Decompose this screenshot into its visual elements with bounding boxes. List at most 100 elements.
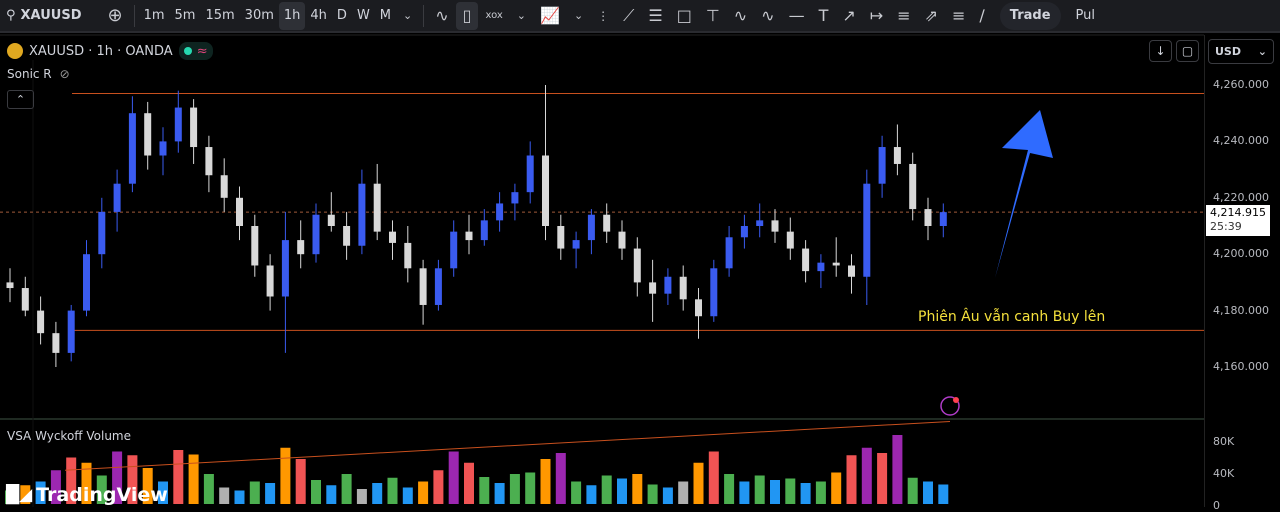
market-status-badge[interactable]: ≈ <box>178 42 213 60</box>
volume-bar <box>448 451 459 504</box>
timeframe-4h[interactable]: 4h <box>310 8 327 23</box>
currency-label: USD <box>1215 45 1241 58</box>
volume-bar <box>861 447 872 504</box>
volume-bar <box>678 481 689 504</box>
volume-bar <box>173 450 184 504</box>
candle-body <box>312 214 320 255</box>
volume-bar <box>418 481 429 504</box>
candle-body <box>740 226 748 238</box>
publish-button[interactable]: Pul <box>1075 8 1095 23</box>
candle-body <box>649 282 657 294</box>
volume-bar <box>632 474 643 504</box>
timeframe-1h[interactable]: 1h <box>278 1 306 30</box>
timeframe-15m[interactable]: 15m <box>205 8 235 23</box>
volume-bar <box>647 484 658 504</box>
symbol-search[interactable]: ⚲ XAUUSD <box>0 2 86 30</box>
volume-bar <box>754 475 765 504</box>
candle-body <box>786 231 794 249</box>
timeframe-dropdown-chevron-icon[interactable]: ⌄ <box>403 9 413 22</box>
price-tick-label: 4,180.000 <box>1213 303 1269 317</box>
eye-hidden-icon[interactable]: ⊘ <box>59 67 70 81</box>
candle-body <box>343 226 351 246</box>
candle-body <box>404 242 412 269</box>
candle-body <box>281 240 289 297</box>
indicator-label: Sonic R <box>7 67 52 81</box>
indicator-sonic-r[interactable]: Sonic R ⊘ <box>7 67 70 81</box>
trade-button[interactable]: Trade <box>999 1 1061 30</box>
price-axis[interactable]: 4,260.000 4,240.000 4,220.000 4,200.000 4,18… <box>1204 35 1280 512</box>
candle-body <box>159 141 167 156</box>
trend-line-tool-icon[interactable]: ⟋ <box>623 5 635 25</box>
point-figure-icon[interactable]: xox <box>485 10 503 21</box>
drag-handle-icon[interactable]: ⋮ <box>597 8 610 23</box>
candle-body <box>710 268 718 317</box>
candle-body <box>128 113 136 184</box>
date-range-tool-icon[interactable]: ↦ <box>869 6 884 25</box>
indicators-chevron-icon[interactable]: ⌄ <box>573 9 584 22</box>
candle-body <box>756 220 764 226</box>
candle-body <box>725 237 733 269</box>
candle-body <box>37 310 45 334</box>
chart-annotation-text[interactable]: Phiên Âu vẫn canh Buy lên <box>918 309 1106 325</box>
candle-body <box>297 240 305 255</box>
text-tool-icon[interactable]: T <box>818 6 829 25</box>
volume-bar <box>158 481 168 504</box>
timeframe-M[interactable]: M <box>379 8 392 23</box>
candlestick-chart-icon[interactable]: ▯ <box>455 1 479 30</box>
price-tick-label: 4,260.000 <box>1213 78 1269 91</box>
timeframe-1m[interactable]: 1m <box>143 8 165 23</box>
volume-bar <box>35 481 46 504</box>
arrow-tool-icon[interactable]: ⇗ <box>924 6 938 25</box>
currency-dropdown[interactable]: USD ⌄ <box>1208 39 1274 64</box>
elliott-wave-tool-icon[interactable]: ∿ <box>761 6 775 25</box>
rectangle-tool-icon[interactable]: □ <box>676 6 692 25</box>
volume-bar <box>907 477 918 504</box>
ray-tool-icon[interactable]: ∕ <box>979 6 985 25</box>
volume-tick-label: 80K <box>1213 435 1235 448</box>
volume-bar <box>20 485 31 504</box>
candle-body <box>526 155 534 193</box>
chart-type-chevron-icon[interactable]: ⌄ <box>516 9 527 22</box>
path-tool-icon[interactable]: ↗ <box>842 6 856 25</box>
add-symbol-button[interactable]: ⊕ <box>107 5 123 26</box>
candle-body <box>496 203 504 221</box>
volume-indicator-label: VSA Wyckoff Volume <box>7 429 132 443</box>
fib-tool-icon[interactable]: ≡ <box>897 6 911 25</box>
volume-tick-label: 0 <box>1213 499 1220 512</box>
timeframe-group: 1m 5m 15m 30m 1h 4h D W M <box>139 1 396 30</box>
price-range-tool-icon[interactable]: ⊤ <box>705 6 720 25</box>
price-tick-label: 4,160.000 <box>1213 360 1269 373</box>
timeframe-30m[interactable]: 30m <box>244 8 274 23</box>
alert-lightning-icon <box>940 396 960 416</box>
timeframe-5m[interactable]: 5m <box>174 8 196 23</box>
scroll-to-latest-button[interactable]: ↓ <box>1149 40 1172 62</box>
volume-bar <box>815 481 826 504</box>
candle-body <box>848 265 855 277</box>
current-price-label: 4,214.915 25:39 <box>1206 205 1270 236</box>
volume-bar <box>112 451 123 504</box>
horizontal-lines-tool-icon[interactable]: ☰ <box>648 6 663 25</box>
timeframe-D[interactable]: D <box>336 8 347 23</box>
indicators-icon[interactable]: 📈 <box>540 6 560 25</box>
fullscreen-button[interactable]: ▢ <box>1176 40 1199 62</box>
candle-body <box>434 268 442 305</box>
candle-body <box>909 163 917 210</box>
collapse-legend-button[interactable]: ⌃ <box>7 90 34 109</box>
line-chart-icon[interactable]: ∿ <box>435 6 449 25</box>
volume-bar <box>877 453 888 504</box>
volume-bar <box>540 459 551 504</box>
price-chart[interactable] <box>0 0 1204 507</box>
candle-body <box>465 231 473 241</box>
volume-bar <box>433 470 444 504</box>
volume-bar <box>923 481 933 504</box>
abcd-pattern-tool-icon[interactable]: ∿ <box>733 6 748 25</box>
volume-bar <box>800 483 811 504</box>
volume-bar <box>479 477 490 504</box>
volume-bar <box>617 478 627 504</box>
horizontal-ray-tool-icon[interactable]: — <box>788 6 805 25</box>
fib-channel-tool-icon[interactable]: ≡ <box>951 6 966 25</box>
candle-body <box>924 209 932 226</box>
candle-body <box>557 226 565 249</box>
volume-bar <box>66 457 77 504</box>
timeframe-W[interactable]: W <box>356 8 370 23</box>
